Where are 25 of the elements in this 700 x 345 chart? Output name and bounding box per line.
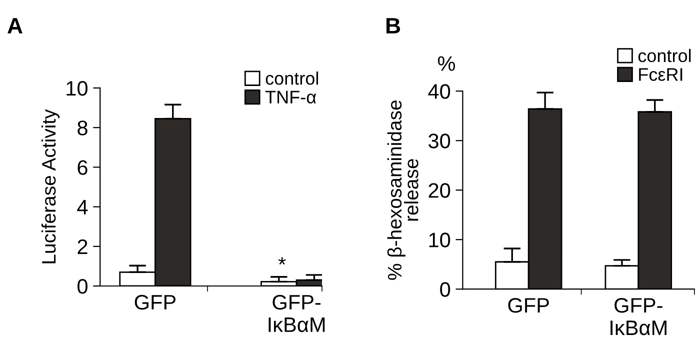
legend-label: TNF-α: [265, 90, 316, 104]
y-axis-title: Luciferase Activity: [41, 109, 60, 264]
chart-title: B: [386, 18, 400, 34]
y-tick-label: 0: [440, 282, 450, 297]
x-tick-label: GFP- IκBαM: [268, 294, 325, 332]
text: %: [438, 56, 455, 71]
annotation: *: [278, 257, 286, 265]
legend-label: control: [638, 48, 691, 62]
x-tick-label: GFP: [134, 294, 176, 310]
y-tick-label: 0: [78, 279, 88, 294]
chart-title: A: [8, 18, 22, 34]
y-tick-label: 30: [428, 134, 450, 148]
y-tick-label: 6: [78, 160, 88, 175]
y-tick-label: 10: [66, 80, 88, 96]
x-tick-label: GFP: [508, 298, 549, 313]
y-tick-label: 4: [77, 200, 88, 214]
y-axis-title: % β-hexosaminidase release: [387, 100, 418, 280]
y-tick-label: 10: [429, 232, 450, 248]
legend-label: FcεRI: [639, 68, 682, 81]
y-tick-label: 2: [78, 239, 88, 254]
x-tick-label: GFP- IκBαM: [610, 298, 666, 336]
y-tick-label: 40: [428, 84, 450, 99]
legend-label: control: [266, 72, 318, 85]
y-tick-label: 8: [78, 120, 88, 136]
y-tick-label: 20: [428, 183, 450, 198]
